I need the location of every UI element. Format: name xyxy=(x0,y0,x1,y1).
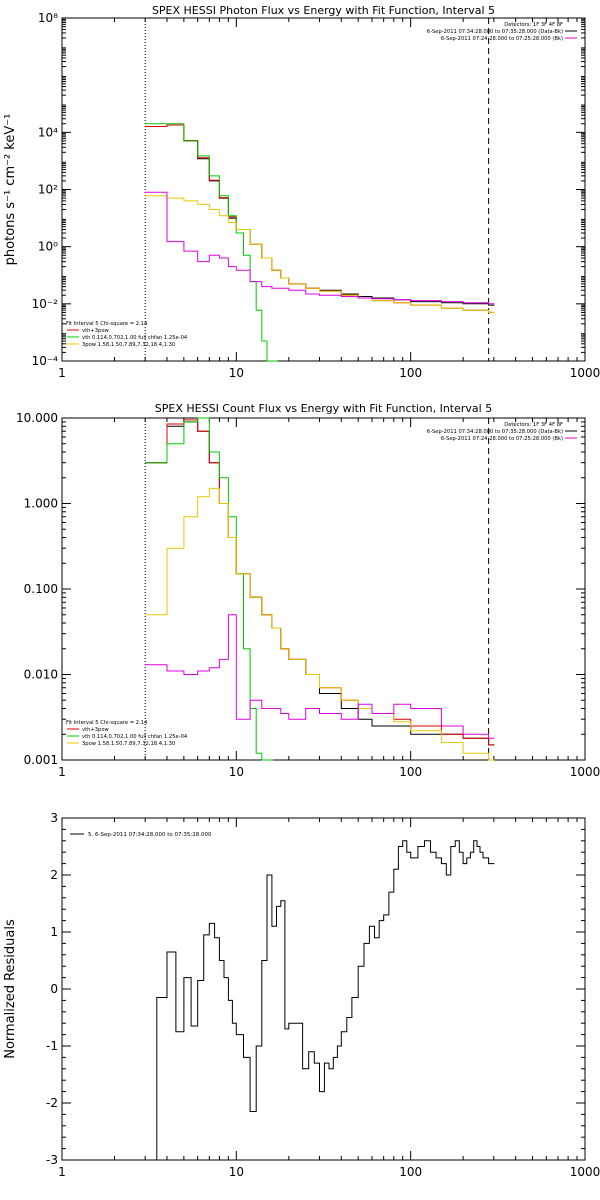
y-tick-label: 10⁻² xyxy=(32,297,59,311)
chart-2: SPEX HESSI Count Flux vs Energy with Fit… xyxy=(16,402,600,779)
x-tick-label: 10 xyxy=(229,366,244,380)
y-tick-label: 0.100 xyxy=(24,582,58,596)
y-tick-label: -2 xyxy=(46,1096,58,1110)
series-line-1 xyxy=(145,421,495,746)
y-tick-label: 1.000 xyxy=(24,497,58,511)
series-line-1 xyxy=(145,840,495,1161)
x-tick-label: 10 xyxy=(229,765,244,779)
series-line-5 xyxy=(145,614,495,739)
fit-text: 3pow 1.58,1.50,7.89,7.32,18.4,1.30 xyxy=(82,342,175,348)
fit-text: vth+3pow xyxy=(82,727,110,733)
series-line-4 xyxy=(145,195,495,313)
y-tick-label: 10.000 xyxy=(16,411,58,425)
y-tick-label: 10⁸ xyxy=(38,11,58,25)
series-line-5 xyxy=(145,191,495,305)
header-line: Detectors: 1F 3F 4F 8F xyxy=(504,22,563,28)
x-tick-label: 1000 xyxy=(570,765,600,779)
y-tick-label: -1 xyxy=(46,1039,58,1053)
chart-title: SPEX HESSI Count Flux vs Energy with Fit… xyxy=(155,402,492,415)
x-tick-label: 10 xyxy=(229,1165,244,1179)
header-line: 6-Sep-2011 07:34:28.000 to 07:35:28.000 … xyxy=(427,429,563,435)
legend-label: 5. 6-Sep-2011 07:34:28.000 to 07:35:28.0… xyxy=(88,832,212,838)
chart-1: SPEX HESSI Photon Flux vs Energy with Fi… xyxy=(3,4,600,380)
x-tick-label: 1000 xyxy=(570,366,600,380)
y-tick-label: 10² xyxy=(38,183,58,197)
chart-title: SPEX HESSI Photon Flux vs Energy with Fi… xyxy=(152,4,495,17)
x-tick-label: 100 xyxy=(399,366,422,380)
x-tick-label: 1 xyxy=(58,765,66,779)
y-tick-label: 10⁴ xyxy=(38,125,58,139)
series-line-3 xyxy=(145,123,278,362)
y-axis-label: Normalized Residuals xyxy=(3,919,18,1059)
y-tick-label: 0.001 xyxy=(24,753,58,767)
fit-text: vth 0.114,0.702,1.00 full chfan 1.25e-04 xyxy=(82,335,188,341)
x-tick-label: 1 xyxy=(58,1165,66,1179)
fit-text: 3pow 1.58,1.50,7.89,7.32,18.4,1.30 xyxy=(82,741,175,747)
header-line: 6-Sep-2011 07:24:28.000 to 07:25:28.000 … xyxy=(441,436,563,442)
header-line: 6-Sep-2011 07:34:28.000 to 07:35:28.000 … xyxy=(427,29,563,35)
chart-3: 1 10 100 1000 -3 -2 -1 0 1 2 3 Normalized Residuals… xyxy=(3,811,600,1179)
fit-text: Fit Interval 5 Chi-square = 2.14 xyxy=(66,321,148,327)
y-tick-label: 1 xyxy=(50,925,58,939)
y-tick-label: -3 xyxy=(46,1153,58,1167)
plot-frame xyxy=(61,17,586,362)
header-line: 6-Sep-2011 07:24:28.000 to 07:25:28.000 … xyxy=(441,36,563,42)
y-tick-label: 2 xyxy=(50,868,58,882)
header-line: Detectors: 1F 3F 4F 8F xyxy=(504,422,563,428)
y-tick-label: 10⁰ xyxy=(38,240,58,254)
x-tick-label: 1 xyxy=(58,366,66,380)
plot-frame xyxy=(61,817,586,1161)
fit-text: vth+3pow xyxy=(82,328,110,334)
y-axis-label: photons s⁻¹ cm⁻² keV⁻¹ xyxy=(3,114,18,266)
fit-text: vth 0.114,0.702,1.00 full chfan 1.25e-04 xyxy=(82,734,188,740)
fit-text: Fit Interval 5 Chi-square = 2.14 xyxy=(66,720,148,726)
x-tick-label: 100 xyxy=(399,1165,422,1179)
y-tick-label: 0 xyxy=(50,982,58,996)
y-tick-label: 3 xyxy=(50,811,58,825)
series-line-2 xyxy=(145,419,495,746)
y-tick-label: 0.010 xyxy=(24,668,58,682)
y-tick-label: 10⁻⁴ xyxy=(32,354,59,368)
series-line-4 xyxy=(145,487,495,761)
x-tick-label: 1000 xyxy=(570,1165,600,1179)
series-line-3 xyxy=(145,417,273,761)
plot-frame xyxy=(61,417,586,761)
x-tick-label: 100 xyxy=(399,765,422,779)
